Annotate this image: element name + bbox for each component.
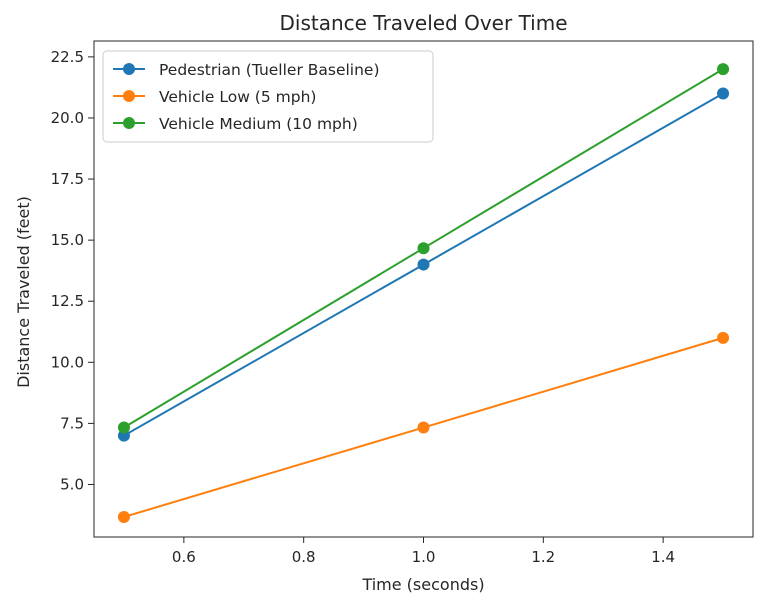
- data-point-2-1: [417, 242, 430, 255]
- legend: Pedestrian (Tueller Baseline) Vehicle Low…: [102, 50, 434, 143]
- y-tick-label: 10.0: [51, 353, 84, 371]
- data-point-0-2: [717, 87, 730, 100]
- x-tick-label: 0.6: [172, 548, 196, 566]
- data-point-2-0: [117, 421, 130, 434]
- legend-marker-2: [123, 117, 135, 129]
- data-point-2-2: [717, 63, 730, 76]
- x-tick-label: 1.2: [531, 548, 555, 566]
- x-tick-label: 1.4: [651, 548, 675, 566]
- legend-label-2: Vehicle Medium (10 mph): [159, 115, 358, 133]
- x-tick-label: 1.0: [412, 548, 436, 566]
- legend-marker-0: [123, 63, 135, 75]
- y-tick-label: 22.5: [51, 48, 84, 66]
- data-point-0-1: [417, 258, 430, 271]
- legend-box: [102, 50, 434, 143]
- data-point-1-0: [117, 510, 130, 523]
- y-tick-label: 17.5: [51, 170, 84, 188]
- legend-label-0: Pedestrian (Tueller Baseline): [159, 61, 380, 79]
- data-point-1-1: [417, 421, 430, 434]
- data-point-1-2: [717, 331, 730, 344]
- x-axis-label: Time (seconds): [361, 575, 484, 594]
- y-tick-label: 20.0: [51, 109, 84, 127]
- y-tick-label: 15.0: [51, 231, 84, 249]
- plot-area: 0.6 0.8 1.0 1.2 1.4 5.0 7.5 10.0 12.5 15.0 17.5 20.…: [51, 40, 754, 566]
- x-tick-label: 0.8: [292, 548, 316, 566]
- y-tick-label: 7.5: [60, 414, 84, 432]
- y-tick-label: 12.5: [51, 292, 84, 310]
- y-axis-label: Distance Traveled (feet): [14, 196, 33, 388]
- legend-label-1: Vehicle Low (5 mph): [159, 88, 316, 106]
- legend-marker-1: [123, 90, 135, 102]
- y-tick-label: 5.0: [60, 475, 84, 493]
- chart-title: Distance Traveled Over Time: [279, 11, 567, 35]
